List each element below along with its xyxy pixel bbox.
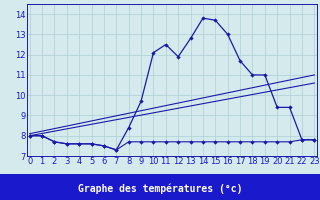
Text: Graphe des températures (°c): Graphe des températures (°c) <box>78 183 242 194</box>
